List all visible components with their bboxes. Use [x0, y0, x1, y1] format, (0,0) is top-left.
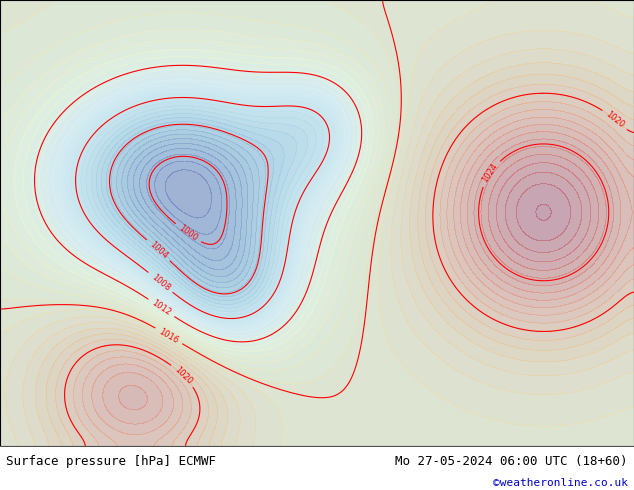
Text: 1008: 1008	[150, 272, 171, 293]
Text: Mo 27-05-2024 06:00 UTC (18+60): Mo 27-05-2024 06:00 UTC (18+60)	[395, 455, 628, 468]
Text: 1020: 1020	[604, 110, 626, 130]
Text: Surface pressure [hPa] ECMWF: Surface pressure [hPa] ECMWF	[6, 455, 216, 468]
Text: 1020: 1020	[172, 365, 193, 386]
Text: 1016: 1016	[157, 326, 180, 345]
Text: ©weatheronline.co.uk: ©weatheronline.co.uk	[493, 478, 628, 489]
Text: 1024: 1024	[481, 162, 500, 184]
Text: 1004: 1004	[148, 240, 169, 261]
Text: 1000: 1000	[177, 223, 199, 243]
Text: 1012: 1012	[150, 298, 172, 318]
